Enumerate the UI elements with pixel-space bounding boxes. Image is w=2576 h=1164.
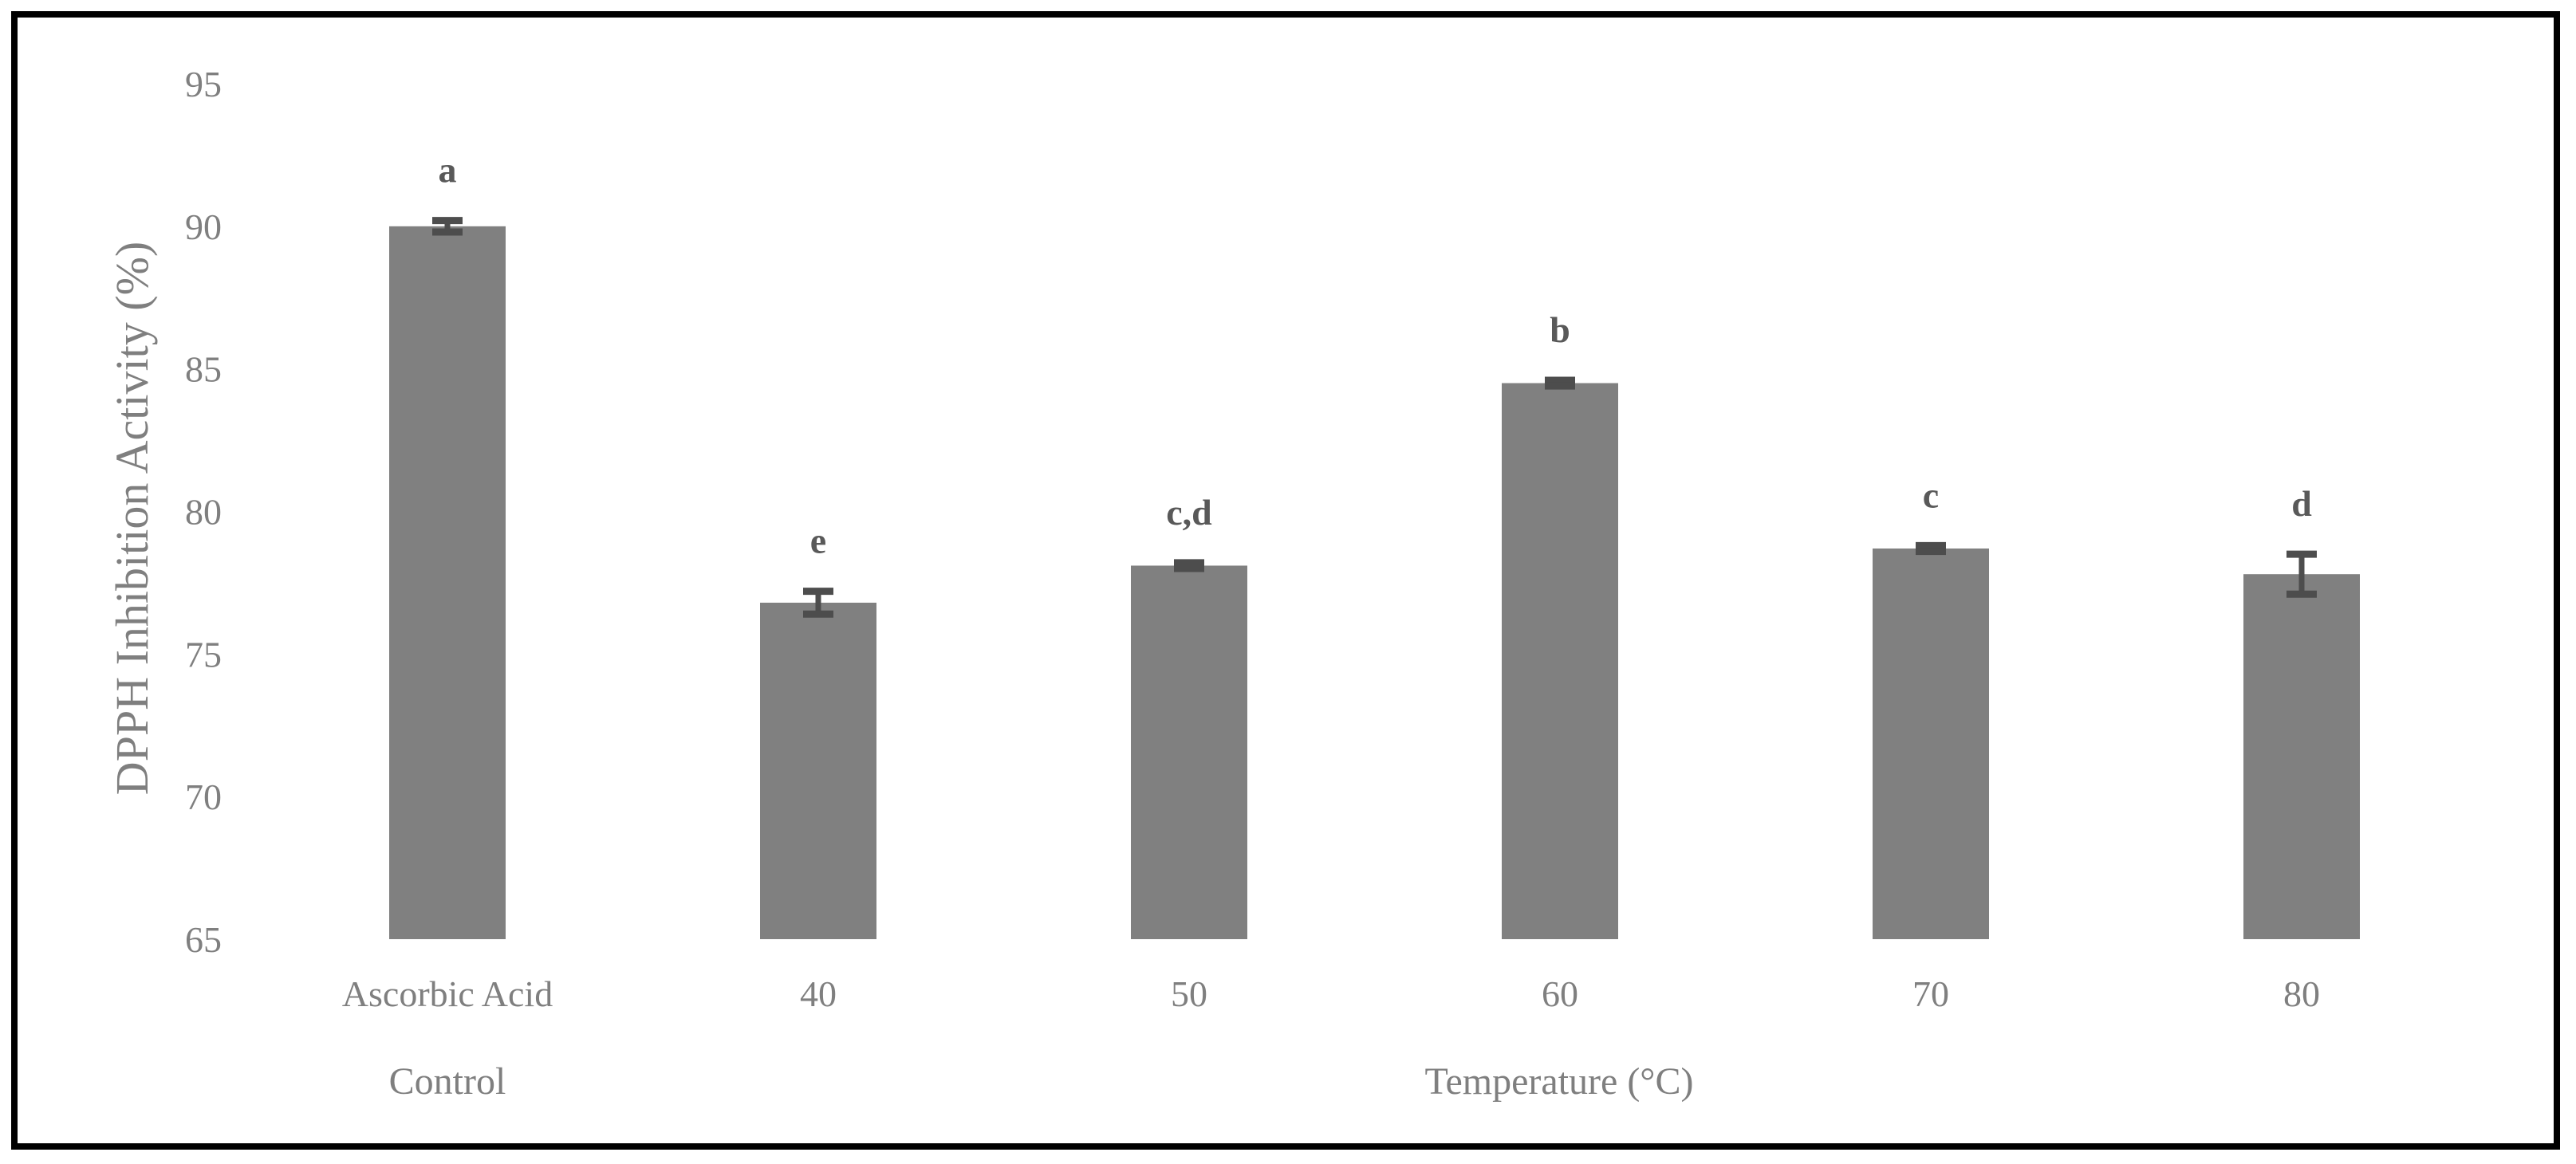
x-tick-label: 70 [1912,973,1949,1014]
bar [1131,565,1247,939]
y-tick-label: 75 [185,634,222,674]
significance-label: c [1923,474,1939,515]
x-tick-label: 60 [1542,973,1578,1014]
significance-label: d [2291,483,2312,524]
significance-label: b [1550,309,1570,350]
x-tick-label: 40 [800,973,837,1014]
bars-layer: a Ascorbic Acid e 40 c,d 50 b 60 c 70 d 80 [342,150,2360,1014]
significance-label: a [439,150,457,191]
bar [760,602,876,939]
y-tick-label: 90 [185,206,222,247]
y-tick-label: 80 [185,492,222,533]
significance-label: e [810,521,826,561]
x-tick-label: 50 [1171,973,1207,1014]
y-tick-label: 95 [185,64,222,104]
x-tick-label: Ascorbic Acid [342,973,553,1014]
significance-label: c,d [1166,492,1212,533]
x-tick-label: 80 [2283,973,2320,1014]
y-axis-ticks: 65 70 75 80 85 90 95 [185,64,222,960]
group-label-control: Control [389,1060,506,1103]
bar [2243,574,2360,939]
group-label-temperature: Temperature (°C) [1424,1060,1693,1103]
bar [389,226,506,939]
y-tick-label: 70 [185,777,222,817]
y-tick-label: 65 [185,919,222,960]
y-axis-title: DPPH Inhibition Activity (%) [106,242,158,795]
y-tick-label: 85 [185,349,222,390]
bar [1873,548,1989,939]
bar [1502,383,1618,939]
